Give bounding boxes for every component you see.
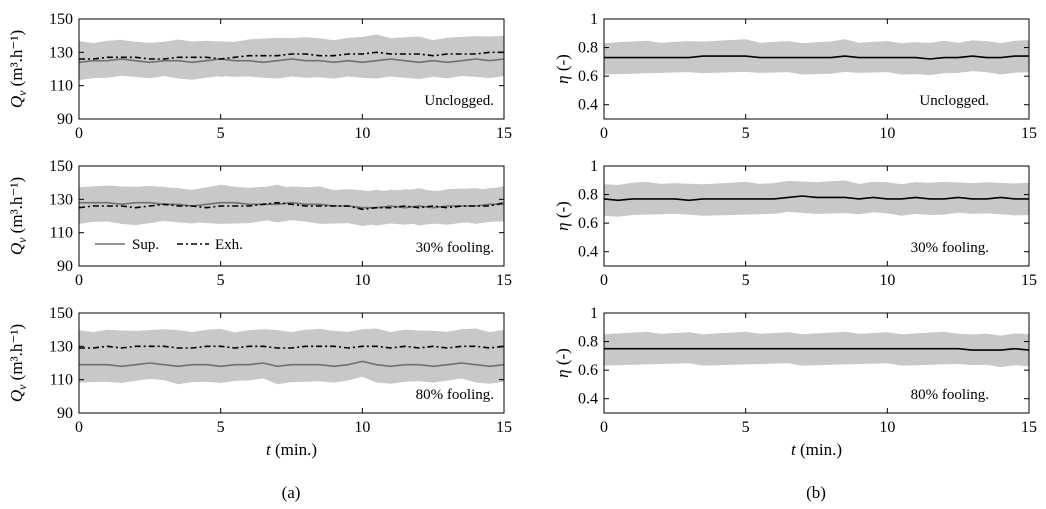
- subplot-b-2: 0 5 10 15 0.4 0.6 0.8 1 η (-) 30% fooling.: [553, 158, 1037, 289]
- series-line-eta: [604, 195, 1029, 202]
- plot-area: [79, 34, 504, 81]
- panel-annotation: 80% fooling.: [416, 387, 494, 403]
- subplot-b-3: 0 5 10 15 0.4 0.6 0.8 1 η (-) 80% fooling. t (min.…: [553, 305, 1037, 459]
- x-tick-label: 5: [742, 419, 750, 436]
- x-axis-label: t (min.): [266, 440, 317, 459]
- x-tick-label: 15: [496, 272, 512, 289]
- x-tick-label: 10: [879, 419, 895, 436]
- x-tick-label: 0: [75, 125, 83, 142]
- x-tick-label: 15: [1021, 419, 1037, 436]
- y-tick-label: 90: [57, 405, 73, 422]
- subplot-a-3: 0 5 10 15 90 110 130 150 Qv (m³.h⁻¹) 80% fooling.…: [7, 305, 512, 459]
- y-tick-label: 0.6: [578, 68, 598, 85]
- y-tick-label: 150: [49, 305, 73, 322]
- subplot-b-1: 0 5 10 15 0.4 0.6 0.8 1 η (-) Unclogged.: [553, 11, 1037, 142]
- x-tick-label: 15: [496, 125, 512, 142]
- x-tick-label: 10: [879, 125, 895, 142]
- y-tick-label: 130: [49, 338, 73, 355]
- y-tick-label: 130: [49, 44, 73, 61]
- y-tick-label: 1: [590, 11, 598, 28]
- axes-frame: [603, 18, 1030, 120]
- axes-frame: [603, 165, 1030, 267]
- x-tick-label: 5: [742, 272, 750, 289]
- y-tick-label: 0.8: [578, 187, 598, 204]
- series-line-sup: [79, 360, 504, 368]
- y-tick-label: 90: [57, 111, 73, 128]
- y-axis-label: Qv (m³.h⁻¹): [7, 30, 29, 108]
- axes-frame: [603, 312, 1030, 414]
- y-tick-label: 0.8: [578, 334, 598, 351]
- caption-b: (b): [806, 483, 826, 502]
- subplot-a-2: 0 5 10 15 90 110 130 150 Qv (m³.h⁻¹) 30% fooling.…: [7, 158, 512, 289]
- x-tick-label: 0: [600, 272, 608, 289]
- x-tick-label: 15: [496, 419, 512, 436]
- series-line-exh: [79, 51, 504, 60]
- panel-annotation: 80% fooling.: [911, 387, 989, 403]
- y-tick-label: 150: [49, 11, 73, 28]
- plot-area: [604, 180, 1029, 217]
- panel-annotation: 30% fooling.: [911, 240, 989, 256]
- y-axis-label: η (-): [553, 201, 572, 231]
- legend: Sup. Exh.: [95, 237, 243, 253]
- series-line-exh: [79, 345, 504, 349]
- y-tick-label: 0.6: [578, 215, 598, 232]
- x-tick-label: 0: [600, 125, 608, 142]
- y-tick-label: 150: [49, 158, 73, 175]
- subplot-a-1: 0 5 10 15 90 110 130 150 Qv (m³.h⁻¹) Unclogged.: [7, 11, 512, 142]
- y-axis-label: Qv (m³.h⁻¹): [7, 324, 29, 402]
- y-tick-label: 1: [590, 158, 598, 175]
- x-axis-label: t (min.): [791, 440, 842, 459]
- y-tick-label: 0.4: [578, 97, 598, 114]
- panel-annotation: Unclogged.: [919, 93, 989, 109]
- uncertainty-band-exh: [79, 184, 504, 226]
- axes-frame: [78, 165, 505, 267]
- y-tick-label: 110: [50, 372, 73, 389]
- x-tick-label: 5: [217, 419, 225, 436]
- axes-frame: [78, 312, 505, 414]
- legend-label-sup: Sup.: [132, 237, 159, 253]
- plot-area: [79, 184, 504, 226]
- x-tick-label: 5: [742, 125, 750, 142]
- uncertainty-band-exh: [79, 34, 504, 77]
- series-line-eta: [604, 55, 1029, 60]
- x-tick-label: 10: [354, 272, 370, 289]
- plot-area: [604, 331, 1029, 368]
- x-tick-label: 10: [354, 419, 370, 436]
- series-line-sup: [79, 201, 504, 209]
- x-tick-label: 0: [75, 272, 83, 289]
- x-tick-label: 5: [217, 125, 225, 142]
- y-tick-label: 90: [57, 258, 73, 275]
- series-line-sup: [79, 58, 504, 64]
- axes-frame: [78, 18, 505, 120]
- y-axis-label: Qv (m³.h⁻¹): [7, 177, 29, 255]
- x-tick-label: 10: [879, 272, 895, 289]
- y-axis-label: η (-): [553, 348, 572, 378]
- y-tick-label: 0.4: [578, 391, 598, 408]
- panel-annotation: 30% fooling.: [416, 240, 494, 256]
- x-tick-label: 0: [75, 419, 83, 436]
- uncertainty-band-eta: [604, 180, 1029, 217]
- caption-a: (a): [282, 483, 301, 502]
- x-tick-label: 5: [217, 272, 225, 289]
- x-tick-label: 15: [1021, 125, 1037, 142]
- plot-area: [604, 39, 1029, 76]
- x-tick-label: 0: [600, 419, 608, 436]
- series-line-eta: [604, 347, 1029, 351]
- x-tick-label: 10: [354, 125, 370, 142]
- legend-label-exh: Exh.: [215, 237, 243, 253]
- y-tick-label: 0.8: [578, 40, 598, 57]
- y-tick-label: 110: [50, 78, 73, 95]
- series-line-exh: [79, 201, 504, 211]
- panel-annotation: Unclogged.: [424, 93, 494, 109]
- y-tick-label: 110: [50, 225, 73, 242]
- y-tick-label: 1: [590, 305, 598, 322]
- y-tick-label: 130: [49, 191, 73, 208]
- y-tick-label: 0.4: [578, 244, 598, 261]
- y-tick-label: 0.6: [578, 362, 598, 379]
- x-tick-label: 15: [1021, 272, 1037, 289]
- plot-area: [79, 328, 504, 385]
- y-axis-label: η (-): [553, 54, 572, 84]
